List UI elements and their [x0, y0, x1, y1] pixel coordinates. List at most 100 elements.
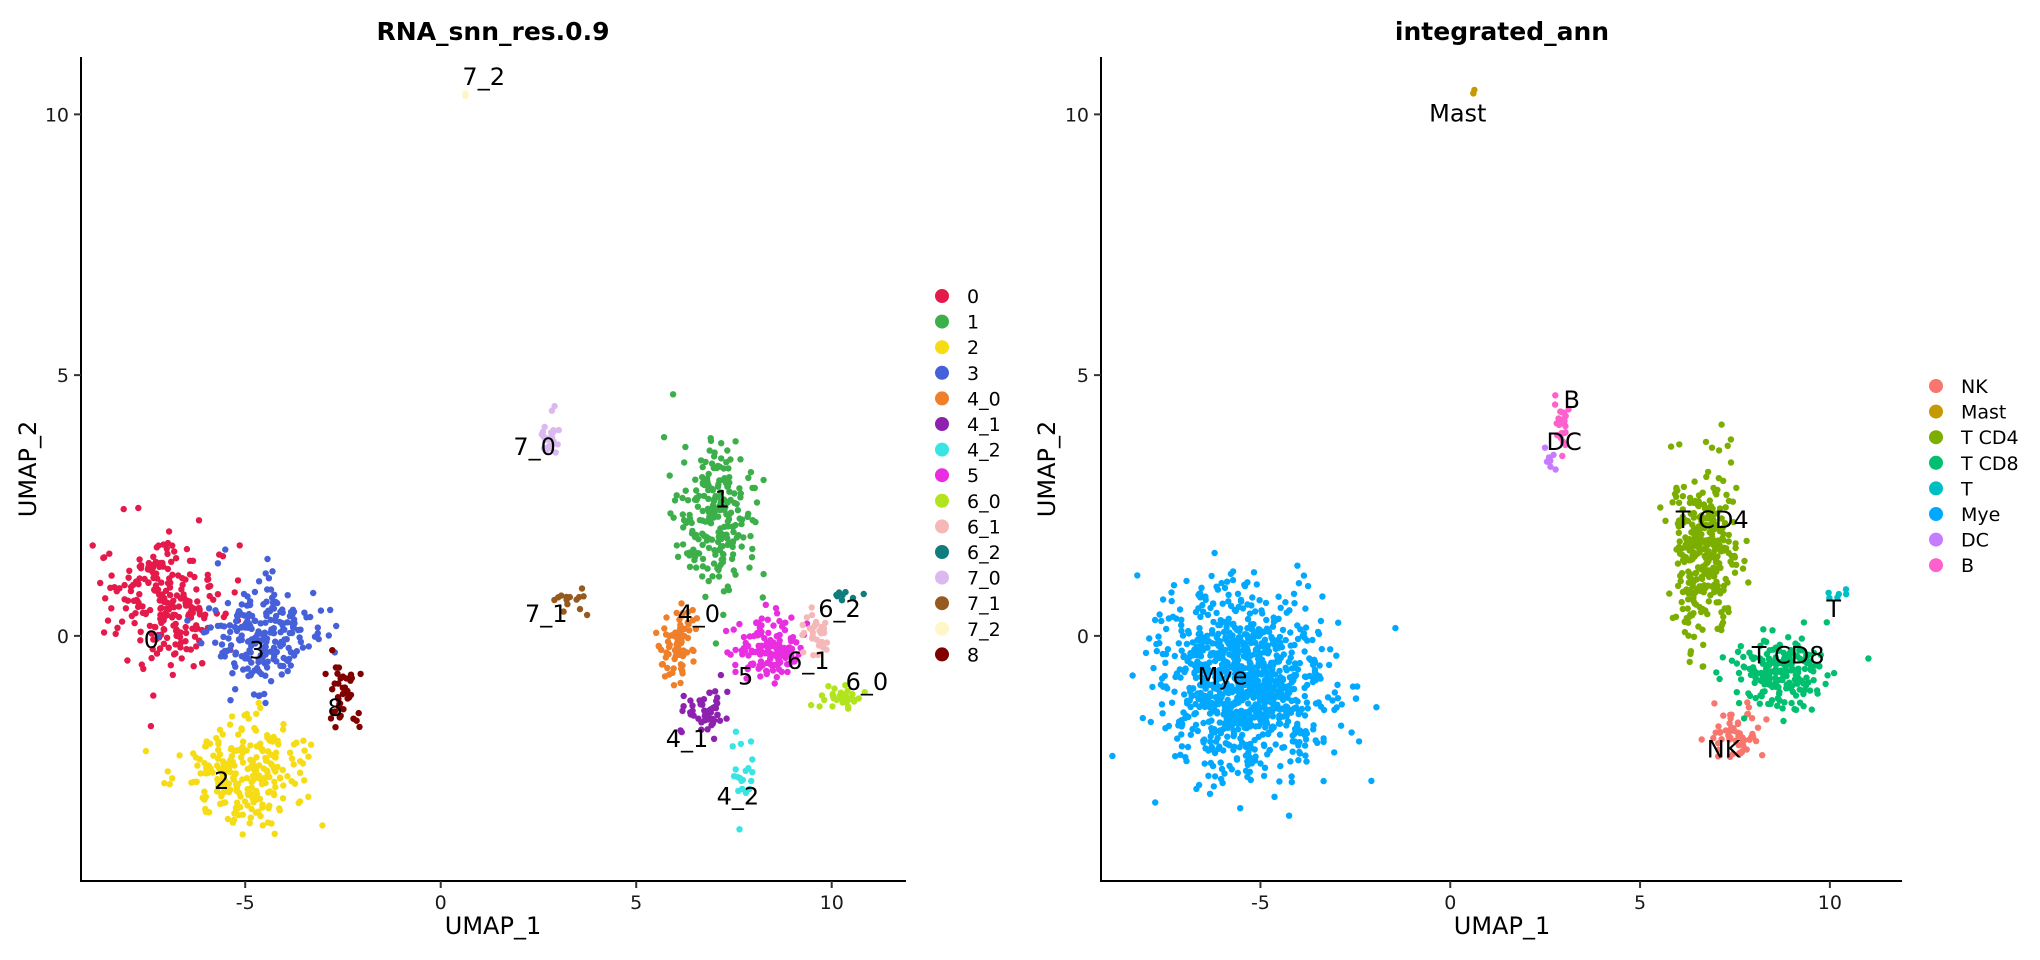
- data-point: [724, 447, 731, 454]
- data-point: [1207, 738, 1214, 745]
- data-point: [1271, 793, 1278, 800]
- data-point: [1712, 729, 1719, 736]
- data-point: [809, 632, 816, 640]
- data-point: [269, 738, 276, 745]
- data-point: [132, 578, 140, 585]
- data-point: [716, 717, 724, 724]
- data-point: [1251, 736, 1258, 744]
- data-point: [1785, 634, 1792, 641]
- data-point: [245, 655, 252, 662]
- cluster-points-DC: [1541, 444, 1559, 473]
- data-point: [738, 516, 746, 523]
- cluster-label: 6_2: [818, 595, 861, 623]
- data-point: [1288, 778, 1296, 786]
- data-point: [673, 542, 680, 549]
- data-point: [1688, 612, 1696, 619]
- data-point: [165, 644, 172, 651]
- data-point: [723, 715, 730, 722]
- legend-swatch: [935, 493, 949, 508]
- data-point: [705, 707, 712, 715]
- data-point: [218, 793, 225, 800]
- data-point: [693, 496, 700, 503]
- data-point: [663, 614, 670, 621]
- data-point: [725, 516, 733, 523]
- data-point: [1291, 738, 1299, 745]
- data-point: [1802, 654, 1810, 661]
- data-point: [692, 476, 699, 483]
- data-point: [1211, 549, 1218, 557]
- data-point: [164, 565, 172, 573]
- data-point: [1700, 641, 1707, 648]
- data-point: [1694, 500, 1701, 508]
- data-point: [1237, 634, 1244, 641]
- data-point: [186, 571, 194, 578]
- data-point: [333, 622, 340, 630]
- data-point: [227, 628, 234, 635]
- data-point: [1290, 590, 1298, 597]
- data-point: [671, 497, 679, 504]
- data-point: [206, 740, 214, 747]
- data-point: [720, 588, 728, 595]
- cluster-label: B: [1563, 386, 1579, 414]
- data-point: [1714, 582, 1722, 590]
- data-point: [844, 687, 851, 695]
- data-point: [256, 795, 264, 802]
- data-point: [177, 644, 184, 651]
- data-point: [280, 626, 287, 633]
- data-point: [1288, 679, 1296, 686]
- data-point: [661, 625, 668, 632]
- data-point: [745, 510, 752, 517]
- data-point: [1206, 790, 1214, 797]
- data-point: [1715, 723, 1722, 730]
- data-point: [748, 554, 756, 561]
- data-point: [822, 619, 829, 627]
- data-point: [157, 605, 164, 612]
- data-point: [1699, 489, 1706, 496]
- data-point: [120, 505, 127, 513]
- data-point: [720, 611, 727, 618]
- data-point: [729, 743, 736, 750]
- data-point: [156, 645, 164, 653]
- data-point: [667, 510, 674, 517]
- legend: NK Mast T CD4 T CD8 T Mye DC B: [1929, 376, 2019, 577]
- point-layer: [89, 90, 868, 838]
- data-point: [284, 657, 292, 665]
- data-point: [343, 675, 350, 682]
- data-point: [166, 591, 174, 599]
- data-point: [325, 632, 332, 639]
- data-point: [1760, 626, 1767, 633]
- data-point: [687, 697, 694, 704]
- data-point: [776, 642, 783, 649]
- data-point: [575, 593, 583, 601]
- data-point: [1685, 619, 1692, 626]
- data-point: [1775, 690, 1783, 698]
- data-point: [1355, 738, 1363, 745]
- data-point: [1205, 747, 1212, 754]
- data-point: [1168, 589, 1175, 596]
- data-point: [1190, 685, 1197, 692]
- data-point: [194, 762, 201, 769]
- data-point: [1810, 677, 1817, 684]
- data-point: [1705, 573, 1713, 581]
- data-point: [259, 747, 266, 755]
- data-point: [1392, 624, 1399, 632]
- cluster-label: 5: [738, 663, 753, 691]
- data-point: [138, 661, 145, 668]
- data-point: [1231, 670, 1239, 678]
- data-point: [332, 724, 339, 731]
- data-point: [1687, 590, 1694, 597]
- data-point: [1679, 605, 1687, 613]
- data-point: [1691, 478, 1698, 485]
- data-point: [1709, 513, 1716, 521]
- data-point: [1263, 720, 1271, 727]
- data-point: [234, 577, 242, 584]
- data-point: [232, 686, 239, 693]
- data-point: [689, 617, 697, 624]
- data-point: [1238, 710, 1245, 717]
- data-point: [1794, 642, 1801, 649]
- data-point: [1750, 670, 1758, 677]
- data-point: [1171, 688, 1178, 695]
- data-point: [280, 720, 287, 728]
- data-point: [1214, 586, 1222, 593]
- data-point: [172, 620, 179, 628]
